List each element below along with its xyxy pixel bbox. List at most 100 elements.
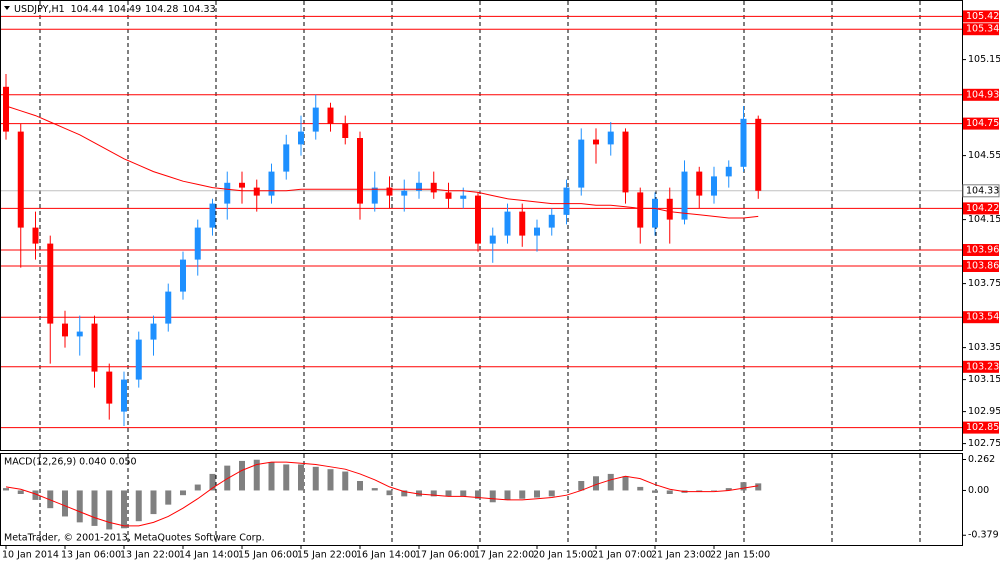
macd-bar	[283, 464, 290, 491]
signal-line	[5, 461, 759, 527]
macd-bar	[519, 490, 526, 499]
level-label: 104.22	[966, 203, 999, 214]
candle-body	[342, 123, 349, 138]
macd-bar	[652, 490, 658, 493]
last-price-box	[962, 184, 1000, 198]
candle-body	[283, 144, 290, 172]
level-label-box	[963, 23, 999, 36]
macd-bar	[430, 490, 437, 497]
macd-bar	[298, 464, 304, 491]
header-high: 104.49	[108, 4, 141, 15]
y-tick-label: 0.262	[968, 454, 995, 465]
candle-body	[32, 227, 39, 244]
y-tick-label: 104.15	[968, 214, 1000, 225]
y-tick-label: 104.55	[968, 150, 1000, 161]
footer: MetaTrader, © 2001-2013, MetaQuotes Soft…	[4, 533, 265, 544]
level-label-box	[963, 88, 999, 101]
candle-body	[563, 187, 570, 215]
macd-bar	[135, 490, 142, 522]
x-tick-label: 14 Jan 14:00	[179, 550, 239, 561]
separators	[39, 1, 921, 545]
candle-body	[357, 138, 363, 204]
macd-bar	[445, 490, 452, 497]
macd-bar	[416, 490, 422, 497]
macd-bar	[475, 490, 481, 499]
macd-bar	[740, 482, 747, 491]
level-label: 103.96	[966, 245, 999, 256]
macd-bar	[534, 490, 540, 498]
candle-body	[445, 192, 452, 199]
macd-bar	[17, 490, 24, 494]
macd-bar	[460, 490, 467, 497]
candle-body	[666, 198, 673, 220]
macd-bar	[607, 473, 614, 491]
macd-bar	[489, 490, 496, 503]
macd-bar	[150, 490, 157, 515]
macd-bar	[711, 490, 717, 491]
macd-bar	[32, 490, 39, 500]
x-tick-label: 20 Jan 15:00	[533, 550, 593, 561]
x-tick-label: 21 Jan 23:00	[651, 550, 711, 561]
level-label-box	[963, 117, 999, 130]
macd-bar	[371, 488, 378, 491]
candle-body	[62, 323, 68, 337]
candle-body	[519, 211, 526, 236]
candle-body	[17, 131, 24, 228]
macd-bar	[755, 483, 762, 491]
candle-body	[430, 182, 437, 193]
y-tick-label: 103.35	[968, 342, 1000, 353]
level-label: 102.85	[966, 422, 999, 433]
candle-body	[740, 118, 747, 167]
candle-body	[165, 291, 172, 324]
candle-body	[681, 171, 688, 220]
level-label-box	[963, 202, 999, 215]
x-tick-label: 16 Jan 14:00	[356, 550, 416, 561]
candle-body	[755, 118, 762, 191]
level-label: 104.93	[966, 89, 999, 100]
macd-bar	[268, 462, 275, 491]
candle-body	[180, 259, 186, 292]
macd-bar	[253, 459, 260, 491]
menu-triangle	[4, 6, 10, 10]
macd-bar	[725, 488, 732, 491]
macd-bar	[180, 490, 186, 496]
macd-bar	[696, 490, 703, 492]
macd-bar	[357, 481, 363, 491]
candle-body	[386, 187, 393, 196]
macd-bar	[194, 484, 201, 491]
y-tick-label: 102.75	[968, 438, 1000, 449]
candle-body	[534, 227, 540, 236]
level-label: 105.34	[966, 24, 999, 35]
y-tick-label: 0.00	[968, 485, 989, 496]
macd-bar	[76, 490, 83, 523]
candle-body	[239, 182, 245, 188]
candle-body	[696, 171, 703, 196]
candle-body	[711, 176, 717, 196]
macd-bar	[563, 490, 570, 491]
candle-body	[416, 182, 422, 191]
candle-body	[475, 195, 481, 244]
header-open: 104.44	[71, 4, 104, 15]
macd-bar	[209, 473, 216, 491]
macd-bar	[401, 490, 408, 497]
macd-bar	[327, 469, 334, 491]
candle-body	[327, 107, 334, 124]
macd-bar	[224, 465, 231, 491]
candle-body	[194, 227, 201, 260]
candle-body	[268, 171, 275, 196]
level-label: 103.86	[966, 261, 999, 272]
level-label-box	[963, 360, 999, 373]
candle-body	[91, 323, 98, 372]
macd-bar	[3, 488, 9, 491]
moving-average	[5, 105, 759, 219]
candle-body	[460, 195, 467, 199]
candle-body	[3, 86, 9, 132]
y-tick-label: -0.379	[968, 530, 999, 541]
candle-body	[106, 371, 113, 404]
candle-body	[504, 211, 511, 236]
x-tick-label: 13 Jan 06:00	[61, 550, 121, 561]
macd-bar	[504, 490, 511, 500]
level-label-box	[963, 10, 999, 23]
